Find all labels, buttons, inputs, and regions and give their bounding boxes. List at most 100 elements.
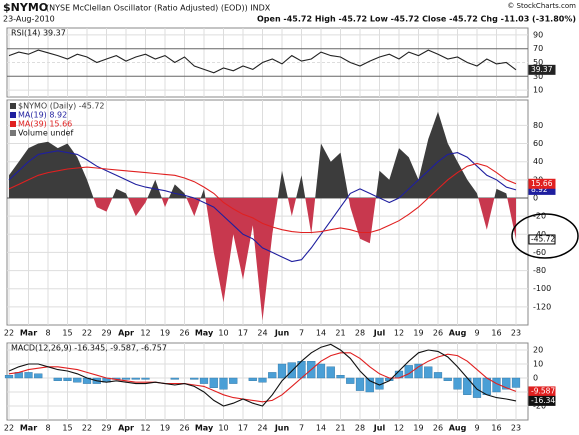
histogram-bar [24, 372, 33, 379]
x-tick-label: 10 [218, 424, 228, 433]
y-tick-label: 20 [533, 346, 543, 355]
y-tick-label: 80 [533, 121, 543, 130]
series-line [8, 150, 517, 263]
value-tag [528, 64, 556, 75]
histogram-bar [511, 377, 521, 388]
histogram-bar [121, 377, 131, 380]
y-tick-label: 90 [533, 30, 543, 39]
y-tick-label: 50 [533, 58, 543, 67]
histogram-bar [453, 377, 462, 390]
legend-label: Volume undef [18, 129, 73, 138]
x-tick-label: 14 [316, 424, 326, 433]
x-tick-label: 9 [474, 424, 479, 433]
legend-swatch [10, 112, 16, 118]
annotation-circle [511, 213, 579, 259]
x-tick-label: 12 [394, 424, 404, 433]
x-tick-label: 19 [413, 424, 423, 433]
x-tick-label: Jun [274, 424, 290, 433]
x-tick-label: 26 [433, 329, 443, 338]
x-tick-label: 24 [257, 329, 267, 338]
legend-label: MA(39) 15.66 [18, 120, 72, 129]
histogram-bar [336, 375, 345, 379]
legend-swatch [10, 130, 16, 136]
x-tick-label: 12 [140, 329, 150, 338]
x-tick-label: 10 [218, 329, 228, 338]
histogram-bar [404, 365, 413, 379]
value-tag [528, 234, 556, 245]
legend-swatch [10, 121, 16, 127]
x-tick-label: 29 [101, 329, 111, 338]
x-tick-label: Mar [20, 424, 37, 433]
histogram-bar [63, 377, 72, 381]
quote: Open -45.72 High -45.72 Low -45.72 Close… [257, 15, 576, 24]
y-tick-label: -20 [533, 212, 546, 221]
histogram-bar [482, 377, 491, 395]
y-tick-label: 10 [533, 360, 543, 369]
x-tick-label: 28 [355, 424, 365, 433]
histogram-bar [131, 377, 140, 380]
histogram-bar [277, 363, 287, 379]
x-tick-label: Mar [20, 329, 37, 338]
histogram-bar [258, 377, 267, 383]
y-tick-label: -40 [533, 230, 546, 239]
area-negative [9, 197, 516, 321]
x-tick-label: 8 [45, 424, 50, 433]
histogram-bar [229, 377, 238, 384]
x-tick-label: 15 [62, 329, 72, 338]
x-tick-label: 8 [45, 329, 50, 338]
y-tick-label: 70 [533, 44, 543, 53]
histogram-bar [424, 366, 433, 379]
x-tick-label: 29 [101, 424, 111, 433]
instrument-name: (NYSE McClellan Oscillator (Ratio Adjust… [46, 4, 271, 13]
x-tick-label: 26 [179, 424, 189, 433]
histogram-bar [170, 377, 179, 380]
x-tick-label: 23 [511, 329, 521, 338]
x-tick-label: 19 [413, 329, 423, 338]
histogram-bar [443, 377, 452, 381]
histogram-bar [365, 377, 374, 393]
x-tick-label: May [195, 329, 214, 338]
histogram-bar [53, 377, 62, 381]
x-tick-label: Apr [118, 424, 134, 433]
x-tick-label: Aug [449, 329, 467, 338]
histogram-bar [199, 377, 209, 384]
histogram-bar [248, 377, 257, 381]
histogram-bar [346, 377, 355, 384]
value-tag [528, 178, 556, 189]
histogram-bar [502, 377, 511, 390]
x-tick-label: 19 [160, 424, 170, 433]
x-tick-label: 19 [160, 329, 170, 338]
histogram-bar [4, 375, 14, 379]
panel-title: RSI(14) 39.37 [11, 29, 66, 38]
series-line [8, 49, 517, 74]
x-tick-label: 14 [316, 329, 326, 338]
x-tick-label: 21 [335, 329, 345, 338]
histogram-bar [190, 377, 199, 380]
value-tag-label: -16.345 [531, 396, 560, 405]
x-tick-label: 12 [394, 329, 404, 338]
x-tick-label: 16 [491, 424, 501, 433]
histogram-bar [433, 372, 443, 379]
x-tick-label: Jul [373, 329, 386, 338]
value-tag-label: 15.66 [531, 179, 553, 188]
y-tick-label: -60 [533, 248, 546, 257]
date: 23-Aug-2010 [3, 15, 55, 24]
x-tick-label: Jul [373, 424, 386, 433]
x-tick-label: 22 [4, 329, 14, 338]
y-tick-label: 10 [533, 86, 543, 95]
value-tag-label: 8.92 [531, 185, 548, 194]
value-tag-label: -45.72 [531, 234, 555, 243]
x-tick-label: 7 [299, 424, 304, 433]
symbol: $NYMO [3, 1, 48, 14]
x-tick-label: 7 [299, 329, 304, 338]
panel-title: MACD(12,26,9) -16.345, -9.587, -6.757 [11, 344, 167, 353]
y-tick-label: 60 [533, 139, 543, 148]
x-tick-label: 22 [82, 424, 92, 433]
x-tick-label: 17 [238, 329, 248, 338]
histogram-bar [316, 363, 326, 379]
histogram-bar [73, 377, 82, 383]
x-tick-label: 26 [433, 424, 443, 433]
series-line [8, 343, 517, 407]
y-tick-label: 0 [533, 193, 538, 202]
